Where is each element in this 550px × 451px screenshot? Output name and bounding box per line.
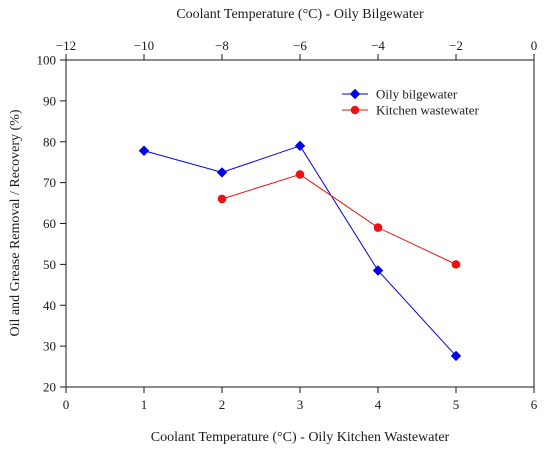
y-tick-label: 20 [43,380,56,395]
legend-label: Oily bilgewater [376,87,458,102]
x-top-tick-label: −2 [449,38,463,53]
y-tick-label: 30 [43,339,56,354]
data-point [373,223,383,232]
legend-marker [350,105,360,115]
y-tick-label: 60 [43,216,56,231]
series-layer [138,140,462,362]
x-bottom-tick-label: 3 [297,397,304,412]
series-1 [217,170,461,269]
x-bottom-tick-label: 1 [141,397,148,412]
data-point [217,194,227,204]
x-bottom-tick-label: 4 [375,397,382,412]
top-x-axis-title: Coolant Temperature (°C) - Oily Bilgewat… [176,7,424,22]
data-point [138,145,150,156]
data-point [451,260,461,269]
y-tick-label: 90 [43,93,56,108]
x-bottom-tick-label: 5 [453,397,460,412]
y-tick-label: 70 [43,175,56,190]
axes: 0 1 2 3 4 5 6 −12 −10 −8 −6 −4 −2 0 20 30 40 50 60 70 80 90 10… [37,38,538,412]
y-tick-label: 50 [43,257,56,272]
legend-item: Oily bilgewater [342,87,458,102]
bottom-x-axis-title: Coolant Temperature (°C) - Oily Kitchen … [151,430,450,445]
x-top-tick-label: −6 [293,38,307,53]
y-tick-label: 40 [43,298,56,313]
legend-marker [349,88,361,100]
x-bottom-tick-label: 2 [219,397,226,412]
x-top-tick-label: −8 [215,38,229,53]
y-axis-title: Oil and Grease Removal / Recovery (%) [8,109,23,336]
x-bottom-tick-label: 0 [63,397,70,412]
data-point [372,265,384,276]
data-point [450,350,462,362]
series-line [221,173,457,265]
y-tick-label: 100 [37,53,57,68]
series-0 [138,140,462,362]
legend-item: Kitchen wastewater [342,103,480,118]
data-point [295,170,305,179]
legend-label: Kitchen wastewater [376,103,480,118]
x-top-tick-label: 0 [531,38,538,53]
x-top-tick-label: −10 [134,38,154,53]
x-bottom-tick-label: 6 [531,397,538,412]
data-point [216,167,228,178]
data-point [294,140,306,152]
x-top-tick-label: −12 [56,38,76,53]
x-top-tick-label: −4 [371,38,385,53]
y-tick-label: 80 [43,134,56,149]
